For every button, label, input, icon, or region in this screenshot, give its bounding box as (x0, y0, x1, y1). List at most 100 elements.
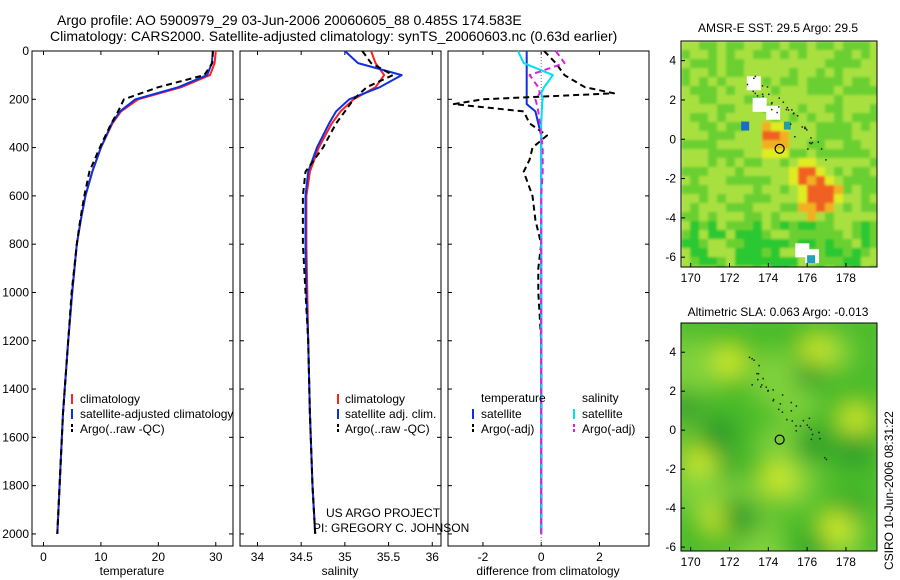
sst-cell (807, 95, 817, 105)
salinity-axes-frame (239, 50, 442, 547)
sst-cell (717, 221, 727, 231)
legend-sal-satellite: satellite (582, 407, 623, 421)
sst-cell (753, 212, 763, 222)
sst-cell (762, 203, 772, 213)
y-tick-label: 600 (9, 189, 29, 203)
sst-cell (870, 176, 877, 186)
sst-cell (789, 68, 799, 78)
sst-cell (852, 122, 862, 132)
sst-cell (735, 131, 745, 141)
sst-cell (825, 167, 835, 177)
sst-cell (681, 194, 691, 204)
sst-cell (852, 86, 862, 96)
sst-cell (852, 41, 862, 51)
sst-cell (699, 176, 709, 186)
sst-cell (852, 149, 862, 159)
island-dot (791, 109, 793, 111)
sla-heatmap (681, 323, 877, 551)
sst-cell (681, 176, 691, 186)
sst-cell (762, 77, 772, 87)
map-y-tick-label: 2 (669, 384, 676, 398)
sst-cell (681, 77, 691, 87)
salinity-legend: climatology satellite adj. clim. Argo(..… (337, 392, 436, 436)
sst-cell (789, 230, 799, 240)
sst-cell (852, 77, 862, 87)
sst-cell (834, 158, 844, 168)
sst-cell (735, 239, 745, 249)
sst-cell (870, 77, 877, 87)
sst-cell (762, 158, 772, 168)
y-tick-label: 400 (9, 141, 29, 155)
project-label: US ARGO PROJECT (326, 506, 441, 520)
sst-cell (861, 68, 871, 78)
sst-cell (798, 104, 808, 114)
sst-cell (717, 158, 727, 168)
sst-cell (843, 59, 853, 69)
series-climatology (305, 50, 386, 534)
map-y-tick-label: -4 (665, 211, 676, 225)
legend-satellite-adj: satellite adj. clim. (345, 407, 436, 421)
sst-cell (870, 140, 877, 150)
island-dot (792, 113, 795, 115)
sst-cell (708, 158, 718, 168)
sst-cell (843, 95, 853, 105)
map-x-tick-label: 178 (836, 271, 856, 285)
sst-cell (744, 149, 754, 159)
sst-cell (780, 212, 790, 222)
cold-cell (783, 121, 791, 130)
sst-cell (681, 59, 691, 69)
sst-cell (852, 212, 862, 222)
sla-blob (681, 460, 723, 513)
sst-cell (825, 68, 835, 78)
sst-map-title: AMSR-E SST: 29.5 Argo: 29.5 (698, 21, 858, 35)
sst-cell (717, 212, 727, 222)
y-tick-label: 0 (22, 44, 29, 58)
difference-panel: -2 0 2 difference from climatology tempera… (447, 50, 650, 578)
sst-cell (717, 230, 727, 240)
island-dot (761, 93, 764, 96)
sst-cell (825, 239, 835, 249)
sst-cell (708, 68, 718, 78)
sst-cell (834, 185, 844, 195)
sst-cell (762, 185, 772, 195)
sst-cell (762, 149, 772, 159)
sst-cell (789, 59, 799, 69)
sst-cell (681, 158, 691, 168)
sst-cell (735, 77, 745, 87)
sst-cell (789, 122, 799, 132)
sst-cell (744, 59, 754, 69)
y-tick-label: 1600 (2, 430, 29, 444)
sst-cell (798, 41, 808, 51)
sst-cell (807, 212, 817, 222)
sst-cell (798, 230, 808, 240)
sst-cell (852, 194, 862, 204)
island-dot (762, 95, 764, 98)
sst-cell (798, 203, 808, 213)
sst-cell (780, 77, 790, 87)
sst-cell (798, 68, 808, 78)
island-dot (778, 106, 780, 108)
sst-cell (708, 212, 718, 222)
series-temperature-argo-adj (452, 50, 615, 534)
sst-cell (816, 113, 826, 123)
sst-cell (726, 221, 736, 231)
island-dot (772, 400, 774, 402)
sst-cell (834, 221, 844, 231)
sst-cell (690, 77, 700, 87)
sst-cell (717, 41, 727, 51)
sst-cell (789, 167, 799, 177)
sst-cell (708, 176, 718, 186)
map-x-tick-label: 172 (719, 271, 739, 285)
sst-cell (870, 230, 877, 240)
sst-cell (780, 113, 790, 123)
sst-cell (708, 194, 718, 204)
sst-cell (852, 95, 862, 105)
sst-cell (825, 113, 835, 123)
island-dot (777, 408, 780, 411)
temperature-panel: 0 10 20 30 0 200 400 600 800 1000 1200 1400 1600 1800… (2, 44, 234, 578)
sst-cell (753, 113, 763, 123)
x-tick-label: 35.5 (377, 550, 401, 564)
sst-cell (681, 95, 691, 105)
sst-cell (861, 86, 871, 96)
sst-cell (762, 167, 772, 177)
